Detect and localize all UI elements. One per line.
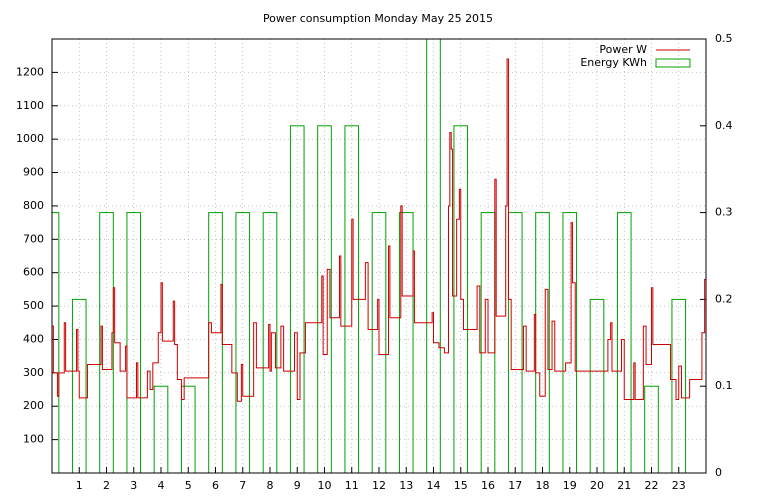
x-tick-label: 17	[508, 479, 522, 492]
energy-bar	[180, 385, 196, 473]
energy-bar	[289, 125, 305, 473]
x-tick-label: 9	[294, 479, 301, 492]
energy-bar	[644, 385, 659, 473]
energy-bar	[235, 212, 251, 473]
y-tick-label: 300	[23, 366, 44, 379]
x-tick-label: 20	[590, 479, 604, 492]
x-tick-label: 3	[130, 479, 137, 492]
x-tick-label: 10	[318, 479, 332, 492]
energy-bar	[507, 212, 523, 473]
y2-tick-label: 0.4	[715, 119, 733, 132]
energy-bar	[153, 385, 169, 473]
y2-tick-label: 0	[715, 466, 722, 479]
plot-area	[52, 39, 706, 473]
x-tick-label: 23	[672, 479, 686, 492]
x-tick-label: 16	[481, 479, 495, 492]
y-tick-label: 1100	[16, 99, 44, 112]
x-tick-label: 11	[345, 479, 359, 492]
chart-title: Power consumption Monday May 25 2015	[263, 12, 493, 25]
x-tick-label: 15	[454, 479, 468, 492]
y-tick-label: 1000	[16, 132, 44, 145]
y2-tick-label: 0.1	[715, 379, 733, 392]
x-tick-label: 14	[427, 479, 441, 492]
energy-bar	[453, 125, 469, 473]
y-tick-label: 200	[23, 399, 44, 412]
energy-bar	[317, 125, 332, 473]
x-tick-label: 13	[399, 479, 413, 492]
power-line	[52, 58, 706, 402]
x-tick-label: 1	[76, 479, 83, 492]
y-tick-label: 600	[23, 266, 44, 279]
x-tick-label: 19	[563, 479, 577, 492]
energy-bar	[126, 212, 142, 473]
energy-bar	[562, 212, 578, 473]
y-tick-label: 500	[23, 299, 44, 312]
x-tick-label: 5	[185, 479, 192, 492]
x-tick-label: 8	[267, 479, 274, 492]
y2-tick-label: 0.2	[715, 292, 733, 305]
y-tick-label: 100	[23, 433, 44, 446]
energy-bar	[262, 212, 278, 473]
y-tick-label: 700	[23, 232, 44, 245]
energy-bar	[371, 212, 387, 473]
x-tick-label: 2	[103, 479, 110, 492]
energy-bar	[71, 298, 87, 473]
x-tick-label: 4	[158, 479, 165, 492]
y2-tick-label: 0.5	[715, 32, 733, 45]
energy-bar	[426, 39, 441, 473]
x-tick-label: 7	[239, 479, 246, 492]
energy-bar	[671, 298, 687, 473]
x-tick-label: 22	[645, 479, 659, 492]
y2-tick-label: 0.3	[715, 206, 733, 219]
legend-label: Power W	[599, 43, 647, 56]
x-tick-label: 21	[617, 479, 631, 492]
y-tick-label: 900	[23, 166, 44, 179]
energy-bar	[589, 298, 605, 473]
y-tick-label: 400	[23, 332, 44, 345]
legend-swatch	[655, 58, 691, 68]
y-tick-label: 800	[23, 199, 44, 212]
energy-bar	[52, 212, 60, 473]
energy-bar	[99, 212, 114, 473]
x-tick-label: 12	[372, 479, 386, 492]
plot-frame	[51, 38, 707, 474]
x-tick-label: 18	[536, 479, 550, 492]
energy-bar	[616, 212, 632, 473]
y-tick-label: 1200	[16, 65, 44, 78]
legend-label: Energy KWh	[580, 56, 647, 69]
energy-bar	[398, 212, 414, 473]
x-tick-label: 6	[212, 479, 219, 492]
